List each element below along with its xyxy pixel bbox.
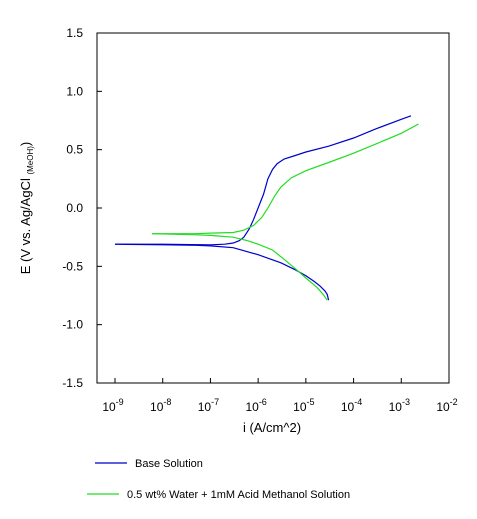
x-tick-label: 10-3 (389, 397, 410, 414)
x-tick-label: 10-4 (341, 397, 362, 414)
y-tick-label: -1.0 (62, 318, 83, 332)
y-axis-ticks: 1.5 1.0 0.5 0.0 -0.5 -1.0 -1.5 (62, 26, 102, 390)
legend-label-water-acid: 0.5 wt% Water + 1mM Acid Methanol Soluti… (127, 489, 350, 501)
y-tick-label: 0.0 (66, 201, 83, 215)
series-water-acid-methanol-anodic (152, 123, 419, 235)
x-tick-label: 10-2 (436, 397, 457, 414)
x-tick-label: 10-7 (198, 397, 219, 414)
series-layer (114, 115, 419, 301)
y-tick-label: 0.5 (66, 143, 83, 157)
y-tick-label: -1.5 (62, 376, 83, 390)
x-axis-ticks: 10-9 10-8 10-7 10-6 10-5 10-4 10-3 10-2 (102, 378, 458, 414)
y-tick-label: -0.5 (62, 259, 83, 273)
y-axis-label: E (V vs. Ag/AgCl (MeOH)) (18, 142, 35, 275)
series-water-acid-methanol-cathodic (152, 233, 328, 301)
y-tick-label: 1.0 (66, 84, 83, 98)
series-base-solution-anodic (115, 115, 412, 246)
legend-label-base: Base Solution (135, 458, 203, 470)
x-axis-label: i (A/cm^2) (243, 420, 301, 435)
y-axis-label-main: E (V vs. Ag/AgCl (18, 175, 33, 275)
svg-text:E (V vs. Ag/AgCl (MeOH)): E (V vs. Ag/AgCl (MeOH)) (18, 142, 35, 275)
plot-frame (96, 32, 450, 384)
y-tick-label: 1.5 (66, 26, 83, 40)
y-axis-label-subscript: (MeOH) (26, 146, 35, 175)
x-tick-label: 10-8 (150, 397, 171, 414)
x-tick-label: 10-5 (293, 397, 314, 414)
x-tick-label: 10-6 (245, 397, 266, 414)
series-base-solution-cathodic (114, 243, 330, 301)
y-axis-label-close: ) (18, 142, 33, 146)
legend: Base Solution 0.5 wt% Water + 1mM Acid M… (87, 458, 350, 501)
x-tick-label: 10-9 (102, 397, 123, 414)
